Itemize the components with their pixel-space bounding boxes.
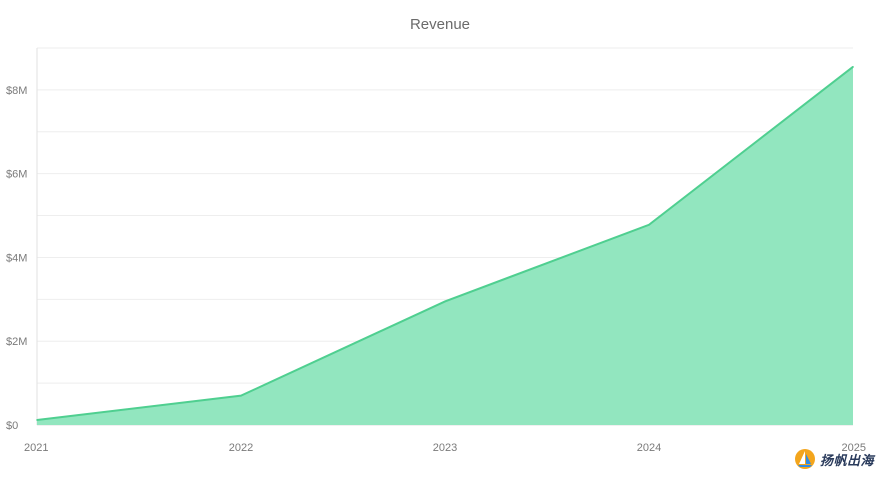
x-tick-label: 2025 [842,442,866,454]
y-tick-label: $4M [6,252,27,264]
data-point [444,300,446,303]
x-tick-label: 2023 [433,442,457,454]
x-tick-label: 2022 [229,442,253,454]
area-series [36,66,854,425]
area-fill [37,66,853,425]
data-point [852,66,854,68]
data-point [240,394,242,397]
y-tick-label: $2M [6,336,27,348]
y-tick-label: $0 [6,420,18,432]
x-tick-label: 2021 [24,442,48,454]
y-tick-label: $8M [6,85,27,97]
x-tick-label: 2024 [637,442,661,454]
watermark-text: 扬帆出海 [819,453,874,469]
data-point [648,223,650,226]
sail-logo-icon [794,449,815,469]
x-axis-ticks: 2021 2022 2023 2024 2025 [24,442,866,454]
watermark: 扬帆出海 [794,448,874,470]
chart-title: Revenue [410,16,470,33]
y-axis-ticks: $0 $2M $4M $6M $8M [6,85,27,432]
y-tick-label: $6M [6,169,27,181]
data-point [36,419,38,421]
